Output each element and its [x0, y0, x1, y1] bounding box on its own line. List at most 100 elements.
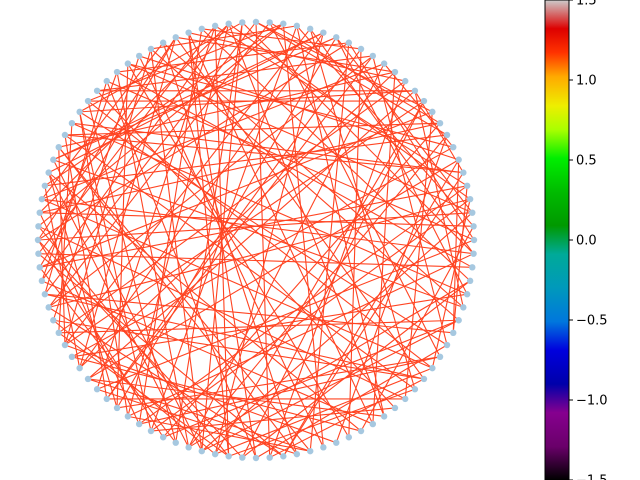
network-node	[402, 396, 408, 402]
network-node	[294, 451, 300, 457]
network-node	[35, 223, 41, 229]
network-node	[455, 317, 461, 323]
network-edge	[45, 81, 107, 294]
network-node	[429, 365, 435, 371]
network-node	[444, 132, 450, 138]
network-node	[212, 23, 218, 29]
network-node	[320, 29, 326, 35]
colorbar-tick-label: 0.0	[576, 234, 597, 249]
network-node	[69, 354, 75, 360]
network-node	[160, 40, 166, 46]
network-node	[148, 428, 154, 434]
network-edge	[38, 26, 215, 254]
network-node	[450, 144, 456, 150]
network-node	[471, 237, 477, 243]
network-node	[460, 304, 466, 310]
network-node	[253, 455, 259, 461]
network-node	[469, 264, 475, 270]
network-node	[421, 98, 427, 104]
network-node	[104, 78, 110, 84]
network-node	[464, 183, 470, 189]
network-node	[470, 223, 476, 229]
network-node	[320, 444, 326, 450]
network-node	[42, 183, 48, 189]
network-node	[467, 196, 473, 202]
network-node	[392, 405, 398, 411]
network-node	[444, 342, 450, 348]
network-edge	[139, 29, 202, 424]
network-node	[76, 109, 82, 115]
network-node	[42, 291, 48, 297]
edge-layer	[38, 22, 474, 458]
colorbar-tick-label: 1.5	[576, 0, 597, 9]
network-node	[50, 157, 56, 163]
network-node	[225, 453, 231, 459]
network-node	[239, 19, 245, 25]
network-node	[114, 405, 120, 411]
network-node	[429, 109, 435, 115]
network-node	[294, 23, 300, 29]
network-node	[467, 278, 473, 284]
network-node	[381, 413, 387, 419]
network-node	[94, 386, 100, 392]
network-node	[460, 169, 466, 175]
network-node	[212, 451, 218, 457]
network-node	[358, 46, 364, 52]
colorbar-tick-label: −1.5	[576, 474, 608, 480]
network-node	[199, 448, 205, 454]
network-node	[333, 34, 339, 40]
network-node	[114, 69, 120, 75]
network-node	[266, 19, 272, 25]
network-node	[39, 278, 45, 284]
network-node	[381, 60, 387, 66]
network-node	[470, 250, 476, 256]
network-node	[76, 365, 82, 371]
network-node	[307, 448, 313, 454]
network-node	[307, 26, 313, 32]
network-node	[455, 157, 461, 163]
network-node	[437, 120, 443, 126]
network-edge	[270, 81, 406, 457]
network-node	[35, 250, 41, 256]
network-node	[35, 237, 41, 243]
network-edge	[256, 22, 447, 135]
network-edge	[38, 226, 228, 456]
network-node	[370, 421, 376, 427]
colorbar: −1.5 −1.0 −0.5 0.0 0.5 1.0 1.5	[545, 0, 608, 480]
network-node	[45, 169, 51, 175]
network-edge	[42, 199, 474, 254]
network-node	[62, 342, 68, 348]
network-node	[69, 120, 75, 126]
network-node	[185, 29, 191, 35]
network-node	[239, 454, 245, 460]
network-node	[104, 396, 110, 402]
network-node	[185, 444, 191, 450]
network-edge	[117, 357, 440, 408]
network-node	[253, 19, 259, 25]
colorbar-tick-label: 1.0	[576, 74, 597, 89]
network-node	[56, 330, 62, 336]
network-node	[280, 453, 286, 459]
network-node	[346, 434, 352, 440]
network-node	[333, 439, 339, 445]
network-node	[173, 34, 179, 40]
network-node	[358, 428, 364, 434]
network-node	[280, 21, 286, 27]
network-node	[37, 209, 43, 215]
network-edge	[97, 56, 373, 91]
network-node	[464, 291, 470, 297]
network-node	[199, 26, 205, 32]
network-node	[392, 69, 398, 75]
network-node	[412, 88, 418, 94]
network-node	[85, 98, 91, 104]
network-edge	[242, 281, 470, 458]
network-node	[450, 330, 456, 336]
network-node	[402, 78, 408, 84]
colorbar-ticks: −1.5−1.0−0.50.00.51.01.5	[569, 0, 608, 480]
network-node	[94, 88, 100, 94]
network-node	[469, 209, 475, 215]
network-node	[412, 386, 418, 392]
network-node	[85, 376, 91, 382]
network-node	[266, 454, 272, 460]
